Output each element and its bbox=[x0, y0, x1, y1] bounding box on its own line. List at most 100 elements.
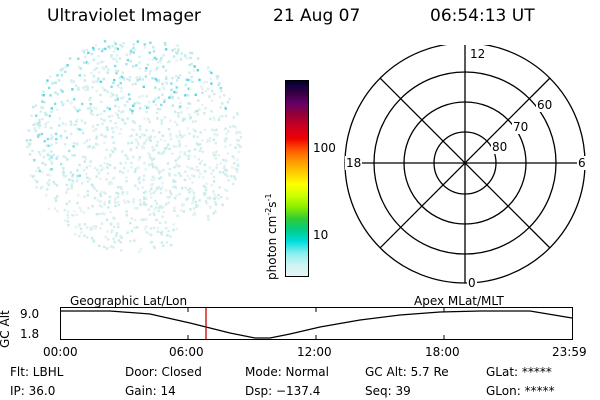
uv-pixel bbox=[33, 159, 36, 162]
uv-pixel bbox=[107, 68, 110, 71]
uv-pixel bbox=[205, 81, 208, 84]
uv-pixel bbox=[120, 118, 123, 121]
uv-pixel bbox=[65, 136, 68, 139]
uv-pixel bbox=[148, 138, 152, 141]
uv-pixel bbox=[87, 207, 90, 210]
uv-pixel bbox=[210, 71, 213, 75]
uv-pixel bbox=[54, 132, 58, 136]
uv-pixel bbox=[50, 150, 53, 153]
uv-pixel bbox=[155, 206, 158, 209]
uv-pixel bbox=[55, 141, 58, 145]
uv-pixel bbox=[142, 203, 146, 206]
uv-pixel bbox=[47, 181, 50, 185]
uv-pixel bbox=[109, 91, 113, 95]
uv-pixel bbox=[109, 153, 112, 157]
uv-pixel bbox=[193, 148, 197, 151]
uv-pixel bbox=[117, 116, 120, 119]
uv-pixel bbox=[64, 65, 67, 69]
uv-pixel bbox=[29, 142, 32, 145]
uv-pixel bbox=[188, 113, 191, 116]
uv-pixel bbox=[208, 205, 212, 208]
uv-pixel bbox=[40, 132, 44, 136]
uv-pixel bbox=[78, 222, 81, 226]
uv-pixel bbox=[215, 75, 218, 78]
uv-pixel bbox=[44, 163, 47, 166]
uv-pixel bbox=[43, 101, 46, 104]
uv-pixel bbox=[154, 165, 158, 168]
uv-pixel bbox=[185, 198, 188, 201]
uv-pixel bbox=[100, 222, 104, 225]
uv-pixel bbox=[71, 175, 74, 178]
uv-pixel bbox=[148, 213, 152, 216]
uv-pixel bbox=[206, 138, 210, 142]
uv-pixel bbox=[155, 111, 159, 115]
uv-pixel bbox=[99, 177, 102, 180]
uv-pixel bbox=[152, 100, 155, 103]
uv-pixel bbox=[74, 123, 78, 126]
uv-pixel bbox=[45, 194, 48, 197]
uv-pixel bbox=[112, 237, 115, 241]
uv-pixel bbox=[226, 175, 229, 178]
uv-pixel bbox=[188, 88, 192, 91]
uv-pixel bbox=[131, 112, 134, 115]
uv-pixel bbox=[193, 194, 196, 198]
uv-pixel bbox=[198, 199, 201, 202]
uv-pixel bbox=[79, 231, 83, 234]
uv-pixel bbox=[41, 150, 44, 153]
uv-pixel bbox=[208, 95, 211, 98]
uv-pixel bbox=[112, 246, 115, 249]
uv-pixel bbox=[126, 169, 130, 173]
uv-pixel bbox=[112, 81, 115, 85]
uv-pixel bbox=[96, 113, 99, 117]
uv-pixel bbox=[175, 123, 179, 126]
uv-pixel bbox=[40, 106, 43, 109]
uv-pixel bbox=[152, 149, 155, 152]
uv-pixel bbox=[172, 55, 176, 58]
uv-pixel bbox=[195, 204, 198, 207]
uv-pixel bbox=[64, 123, 67, 126]
uv-pixel bbox=[106, 163, 109, 166]
uv-pixel bbox=[204, 107, 207, 110]
uv-pixel bbox=[78, 235, 81, 238]
uv-pixel bbox=[161, 93, 164, 96]
uv-pixel bbox=[104, 156, 107, 160]
uv-pixel bbox=[189, 116, 193, 119]
uv-pixel bbox=[71, 154, 74, 157]
uv-pixel bbox=[213, 132, 216, 136]
uv-pixel bbox=[216, 77, 219, 80]
uv-pixel bbox=[187, 87, 190, 90]
uv-pixel bbox=[35, 122, 38, 125]
uv-pixel bbox=[50, 159, 53, 163]
uv-pixel bbox=[59, 68, 62, 72]
uv-pixel bbox=[179, 58, 183, 61]
uv-pixel bbox=[95, 135, 99, 138]
uv-pixel bbox=[87, 145, 90, 149]
uv-pixel bbox=[176, 214, 179, 218]
uv-pixel bbox=[112, 57, 115, 61]
uv-pixel bbox=[197, 158, 200, 161]
uv-pixel bbox=[39, 187, 43, 190]
uv-pixel bbox=[78, 206, 81, 210]
uv-pixel bbox=[78, 128, 81, 131]
uv-pixel bbox=[203, 192, 206, 195]
orbit-x-tick-1800: 18:00 bbox=[425, 345, 460, 359]
uv-pixel bbox=[169, 235, 172, 238]
uv-pixel bbox=[180, 111, 183, 114]
uv-pixel bbox=[49, 154, 52, 158]
uv-pixel bbox=[171, 76, 174, 80]
uv-pixel bbox=[138, 250, 141, 253]
uv-pixel bbox=[68, 57, 72, 60]
uv-pixel bbox=[139, 204, 142, 207]
uv-pixel bbox=[198, 149, 202, 152]
time-label: 06:54:13 UT bbox=[430, 6, 535, 26]
uv-pixel bbox=[64, 174, 68, 178]
uv-pixel bbox=[90, 236, 94, 240]
uv-pixel bbox=[78, 163, 81, 167]
uv-pixel bbox=[236, 163, 240, 166]
uv-pixel bbox=[173, 206, 176, 209]
uv-pixel bbox=[135, 207, 139, 210]
uv-pixel bbox=[160, 170, 164, 173]
uv-pixel bbox=[152, 50, 156, 53]
uv-pixel bbox=[186, 174, 190, 177]
uv-pixel bbox=[217, 193, 220, 197]
